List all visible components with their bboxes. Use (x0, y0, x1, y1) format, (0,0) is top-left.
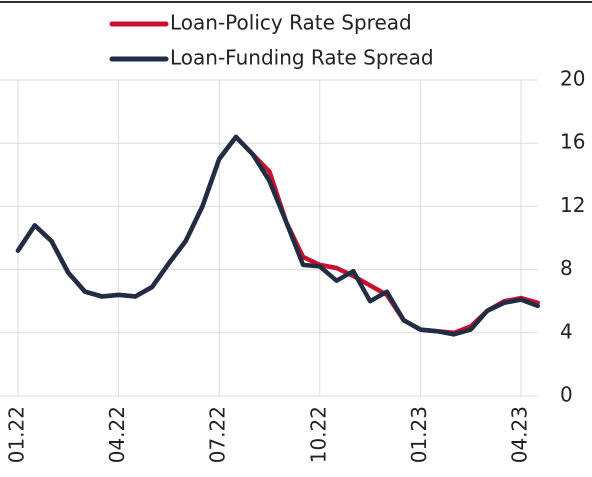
y-tick-label: 4 (560, 319, 573, 343)
y-tick-label: 16 (560, 130, 585, 154)
legend-label: Loan-Funding Rate Spread (170, 46, 434, 70)
legend-label: Loan-Policy Rate Spread (170, 11, 412, 35)
y-tick-label: 12 (560, 193, 585, 217)
x-tick-label: 07.22 (206, 406, 230, 463)
y-tick-label: 8 (560, 256, 573, 280)
x-tick-label: 04.23 (508, 406, 532, 463)
series-line (15, 134, 541, 337)
x-tick-label: 04.22 (105, 406, 129, 463)
x-tick-label: 01.23 (407, 406, 431, 463)
y-tick-label: 20 (560, 67, 585, 91)
y-tick-label: 0 (560, 383, 573, 407)
x-tick-label: 10.22 (306, 406, 330, 463)
series-line (15, 134, 541, 336)
x-tick-label: 01.22 (5, 406, 29, 463)
